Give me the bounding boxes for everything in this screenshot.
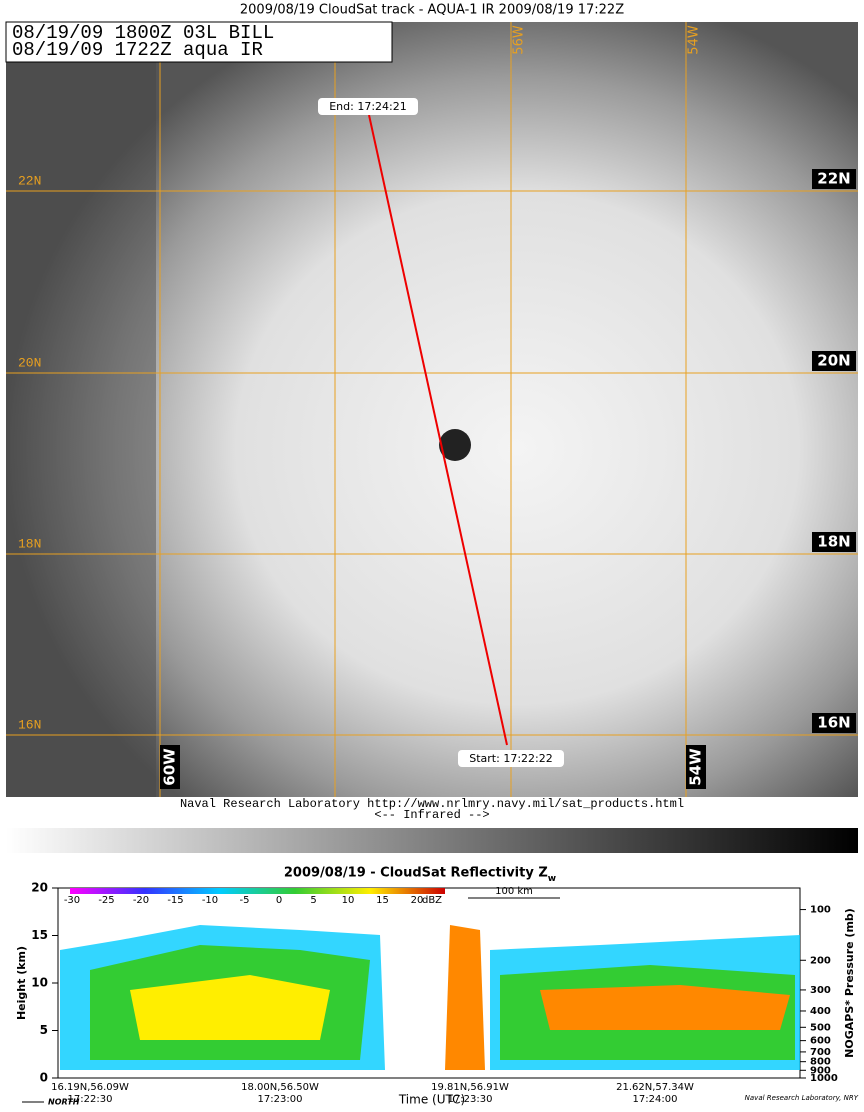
y-tick-label: 10 — [31, 976, 48, 990]
y-tick-label: 15 — [31, 928, 48, 942]
y2-tick-label: 100 — [810, 905, 831, 916]
x-time: 17:22:30 — [68, 1094, 113, 1105]
x-time: 17:24:00 — [633, 1094, 678, 1105]
lon-label: 54W — [687, 748, 705, 786]
title-sub: w — [548, 874, 556, 884]
track-end: End: 17:24:21 — [329, 100, 407, 113]
lat-label: 20N — [18, 355, 41, 370]
direction: NORTH — [48, 1098, 80, 1107]
satellite-image — [6, 22, 858, 797]
info-line: 08/19/09 1722Z aqua IR — [12, 39, 263, 61]
ir-scale — [6, 828, 858, 853]
lat-label: 18N — [18, 536, 41, 551]
colorbar-label: -20 — [133, 895, 149, 906]
echoes — [60, 925, 800, 1070]
x-title: Time (UTC) — [398, 1093, 465, 1107]
lon-box — [686, 745, 706, 789]
track-start: Start: 17:22:22 — [469, 752, 552, 765]
info-line: 08/19/09 1800Z 03L BILL — [12, 22, 274, 44]
profile-title: 2009/08/19 - CloudSat Reflectivity Zw — [284, 866, 556, 884]
colorbar-label: -15 — [167, 895, 183, 906]
credit: Naval Research Laboratory http://www.nrl… — [180, 797, 684, 811]
colorbar-label: -30 — [64, 895, 80, 906]
lon-label: 54W — [687, 25, 702, 55]
colorbar-label: 10 — [342, 895, 355, 906]
lon-label: 60W — [161, 748, 179, 786]
lat-label: 16N — [817, 714, 850, 732]
lat-label: 22N — [18, 173, 41, 188]
x-pos: 21.62N,57.34W — [616, 1082, 694, 1093]
info-box — [5, 21, 393, 63]
title: 2009/08/19 CloudSat track - AQUA-1 IR 20… — [240, 3, 624, 18]
colorbar-label: 15 — [376, 895, 389, 906]
colorbar-label: -5 — [240, 895, 250, 906]
y-tick-label: 20 — [31, 881, 48, 895]
lat-box — [812, 713, 856, 733]
band: <-- Infrared --> — [374, 808, 489, 822]
colorbar-unit: dBZ — [422, 895, 442, 906]
y-tick-label: 0 — [40, 1071, 48, 1085]
lat-label: 20N — [817, 352, 850, 370]
y2-tick-label: 1000 — [810, 1073, 838, 1084]
y2-tick-label: 800 — [810, 1057, 831, 1068]
y2-tick-label: 700 — [810, 1047, 831, 1058]
y2-tick-label: 900 — [810, 1065, 831, 1076]
profile-credit: Naval Research Laboratory, NRY — [745, 1094, 859, 1102]
x-time: 17:23:30 — [448, 1094, 493, 1105]
colorbar-label: 5 — [310, 895, 316, 906]
scale: 100 km — [495, 886, 533, 897]
start-box — [458, 750, 564, 767]
lat-label: 16N — [18, 717, 41, 732]
lat-box — [812, 351, 856, 371]
grid — [6, 22, 858, 797]
y2-tick-label: 600 — [810, 1036, 831, 1047]
lat-box — [812, 169, 856, 189]
y-tick-label: 5 — [40, 1023, 48, 1037]
colorbar-label: -25 — [98, 895, 114, 906]
colorbar-label: -10 — [202, 895, 218, 906]
lat-label: 22N — [817, 170, 850, 188]
y2-tick-label: 300 — [810, 985, 831, 996]
x-pos: 19.81N,56.91W — [431, 1082, 509, 1093]
x-time: 17:23:00 — [258, 1094, 303, 1105]
dark-region — [6, 22, 156, 797]
y-label: Height (km) — [15, 946, 28, 1020]
lon-label: 56W — [512, 25, 527, 55]
y2-tick-label: 500 — [810, 1022, 831, 1033]
colorbar-label: 0 — [276, 895, 282, 906]
lat-box — [812, 532, 856, 552]
y2-tick-label: 200 — [810, 955, 831, 966]
lon-box — [160, 745, 180, 789]
track — [368, 114, 508, 746]
x-pos: 18.00N,56.50W — [241, 1082, 319, 1093]
y2-tick-label: 400 — [810, 1006, 831, 1017]
x-pos: 16.19N,56.09W — [51, 1082, 129, 1093]
y2-label: NOGAPS* Pressure (mb) — [843, 908, 856, 1058]
lat-label: 18N — [817, 533, 850, 551]
colorbar — [70, 888, 445, 894]
colorbar-label: 20 — [411, 895, 424, 906]
end-box — [318, 98, 418, 115]
eye — [439, 429, 471, 461]
